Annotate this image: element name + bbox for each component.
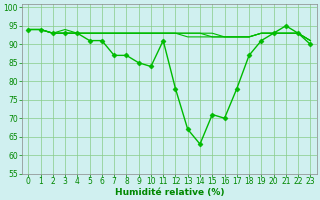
X-axis label: Humidité relative (%): Humidité relative (%) <box>115 188 224 197</box>
